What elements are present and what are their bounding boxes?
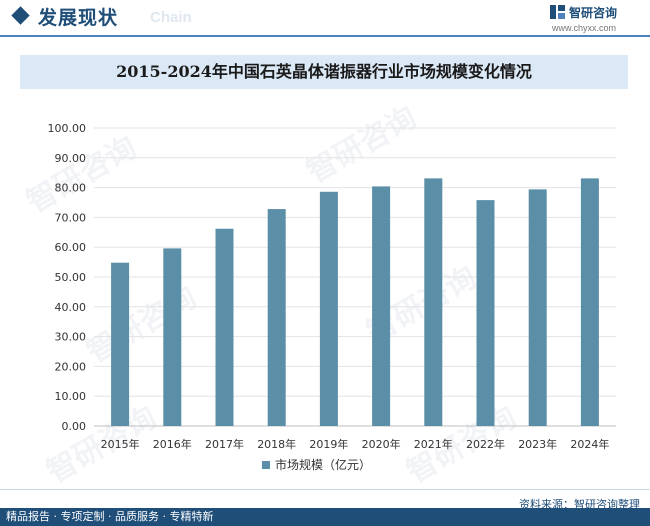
- section-title: 发展现状: [38, 7, 119, 29]
- y-tick-label: 100.00: [48, 122, 87, 135]
- x-tick-label: 2019年: [309, 437, 348, 451]
- bar: [476, 200, 495, 426]
- y-axis: 0.00 10.00 20.00 30.00 40.00 50.00 60.00 70.00 8…: [48, 122, 87, 433]
- bar: [111, 262, 130, 426]
- bar: [267, 209, 286, 426]
- legend: 市场规模（亿元）: [262, 457, 371, 472]
- brand-name: 智研咨询: [569, 6, 618, 20]
- legend-label: 市场规模（亿元）: [275, 457, 371, 472]
- y-tick-label: 60.00: [55, 241, 87, 254]
- footer-bar: 精品报告 · 专项定制 · 品质服务 · 专精特新: [0, 508, 650, 526]
- x-tick-label: 2020年: [362, 437, 401, 451]
- bar: [580, 178, 599, 426]
- data-source: 资料来源：智研咨询整理: [519, 498, 640, 511]
- y-tick-label: 20.00: [55, 360, 87, 373]
- header-divider: [0, 35, 650, 37]
- x-tick-label: 2015年: [101, 437, 140, 451]
- x-axis: 2015年 2016年 2017年 2018年 2019年 2020年 2021年 2022年…: [101, 437, 610, 451]
- bars: [111, 178, 599, 426]
- y-tick-label: 40.00: [55, 301, 87, 314]
- x-tick-label: 2023年: [518, 437, 557, 451]
- y-tick-label: 90.00: [55, 152, 87, 165]
- x-tick-label: 2024年: [570, 437, 609, 451]
- y-tick-label: 70.00: [55, 211, 87, 224]
- chart-title-band: 2015-2024年中国石英晶体谐振器行业市场规模变化情况: [20, 55, 628, 89]
- legend-swatch: [262, 461, 270, 469]
- y-tick-label: 0.00: [62, 420, 87, 433]
- x-tick-label: 2021年: [414, 437, 453, 451]
- footer-slogan: 精品报告 · 专项定制 · 品质服务 · 专精特新: [6, 510, 214, 523]
- x-tick-label: 2018年: [257, 437, 296, 451]
- brand-url[interactable]: www.chyxx.com: [552, 23, 617, 33]
- page-header: 发展现状 Chain 智研咨询 www.chyxx.com: [0, 0, 650, 34]
- footer-divider: [0, 489, 650, 490]
- x-tick-label: 2017年: [205, 437, 244, 451]
- bar: [528, 189, 547, 426]
- y-tick-label: 30.00: [55, 331, 87, 344]
- brand-logo-icon: [550, 5, 565, 19]
- bar: [163, 248, 182, 426]
- y-tick-label: 50.00: [55, 271, 87, 284]
- section-subtitle-en: Chain: [150, 9, 192, 26]
- bar: [215, 228, 234, 426]
- y-tick-label: 10.00: [55, 390, 87, 403]
- y-tick-label: 80.00: [55, 182, 87, 195]
- bar: [424, 178, 443, 426]
- bar: [319, 191, 338, 426]
- x-tick-label: 2022年: [466, 437, 505, 451]
- x-tick-label: 2016年: [153, 437, 192, 451]
- chart-title: 2015-2024年中国石英晶体谐振器行业市场规模变化情况: [116, 62, 532, 81]
- bar: [372, 186, 391, 426]
- brand-logo[interactable]: 智研咨询 www.chyxx.com: [550, 4, 640, 38]
